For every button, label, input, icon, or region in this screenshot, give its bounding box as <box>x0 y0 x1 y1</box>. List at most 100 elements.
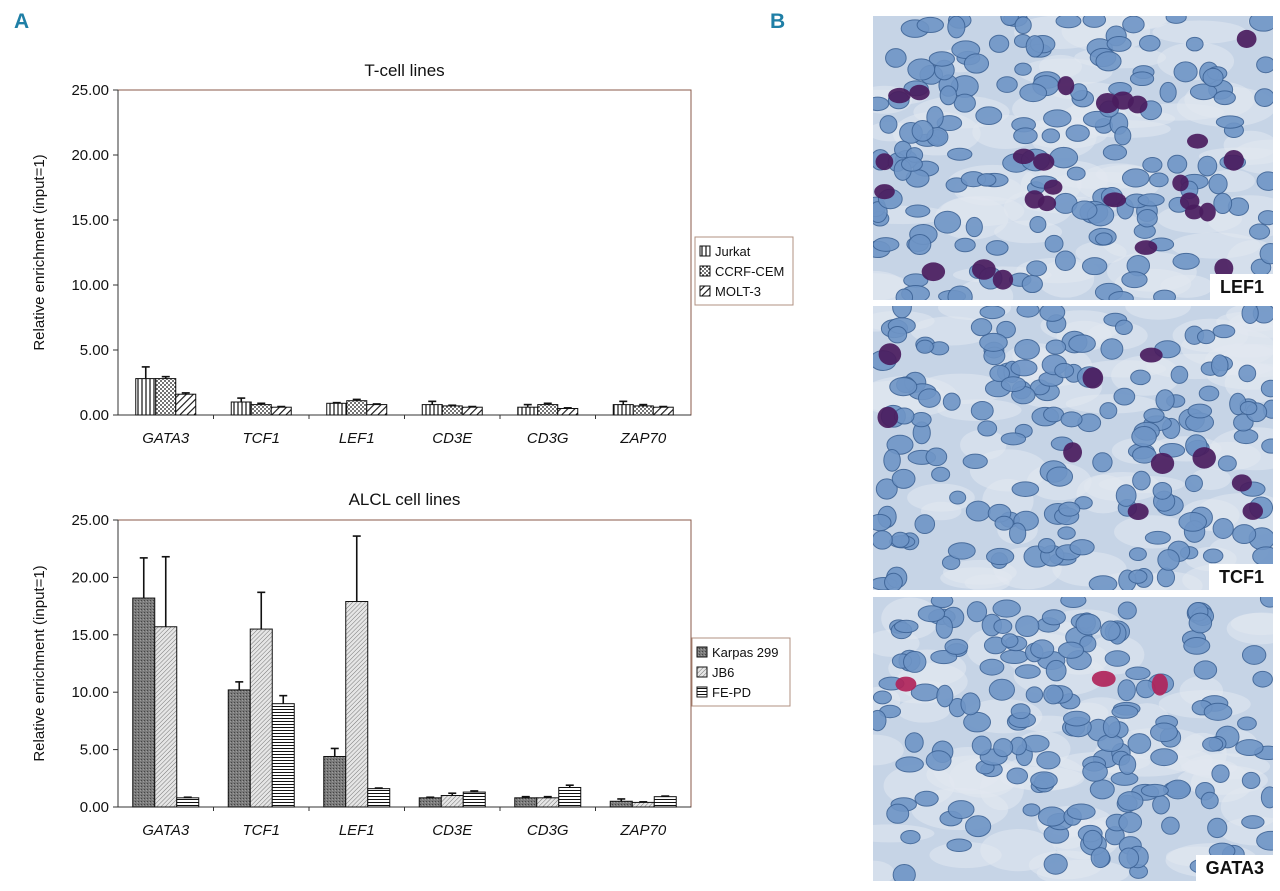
nucleus <box>1041 609 1066 626</box>
legend-label: MOLT-3 <box>715 284 761 299</box>
nucleus <box>1202 548 1224 564</box>
nucleus <box>1212 518 1234 539</box>
bar <box>631 801 655 808</box>
x-tick-label: CD3E <box>432 430 473 447</box>
bar <box>366 404 388 416</box>
nucleus <box>947 542 976 560</box>
nucleus <box>914 790 939 807</box>
nucleus <box>947 147 973 161</box>
nucleus <box>1241 771 1261 790</box>
nucleus <box>1256 830 1273 851</box>
nucleus <box>939 85 958 106</box>
stained-nucleus <box>1103 192 1127 208</box>
bar <box>441 405 463 416</box>
nucleus <box>1117 679 1136 702</box>
nucleus <box>1075 613 1102 636</box>
y-tick-label: 25.00 <box>71 82 109 99</box>
nucleus <box>1095 51 1122 72</box>
x-tick-label: GATA3 <box>142 430 190 447</box>
nucleus <box>1054 362 1075 379</box>
nucleus <box>1207 817 1228 839</box>
nucleus <box>1069 539 1095 556</box>
nucleus <box>1029 215 1047 234</box>
x-tick-label: GATA3 <box>142 822 190 839</box>
nucleus <box>1055 16 1082 29</box>
nucleus <box>1092 452 1113 473</box>
nucleus <box>1060 411 1083 428</box>
nucleus <box>905 204 931 218</box>
nucleus <box>1025 35 1044 58</box>
x-tick-label: LEF1 <box>339 822 375 839</box>
nucleus <box>889 377 918 397</box>
stroma-patch <box>1226 612 1273 645</box>
nucleus <box>1036 751 1061 770</box>
legend-swatch <box>696 666 708 678</box>
bar <box>346 400 368 416</box>
nucleus <box>1082 761 1108 782</box>
legend-label: Karpas 299 <box>712 645 779 660</box>
nucleus <box>1149 172 1169 188</box>
y-tick-label: 15.00 <box>71 627 109 644</box>
y-tick-label: 0.00 <box>80 799 109 816</box>
nucleus <box>1202 736 1224 752</box>
y-tick-label: 25.00 <box>71 512 109 529</box>
bar <box>557 408 579 416</box>
nucleus <box>1178 511 1208 532</box>
nucleus <box>1233 428 1259 445</box>
stroma-patch <box>969 449 1048 492</box>
micrograph-tcf1: TCF1 <box>873 306 1273 590</box>
bar <box>612 404 634 416</box>
nucleus <box>1212 324 1236 339</box>
nucleus <box>1016 306 1040 318</box>
nucleus <box>1142 156 1163 173</box>
plot-frame <box>117 519 692 808</box>
nucleus <box>886 803 910 824</box>
bar <box>230 401 252 416</box>
stained-nucleus <box>921 262 946 282</box>
stained-nucleus <box>1091 670 1116 687</box>
nucleus <box>1161 816 1180 835</box>
nucleus <box>1010 703 1031 720</box>
nucleus <box>1095 232 1113 246</box>
stroma-patch <box>897 697 951 723</box>
nucleus <box>1260 786 1273 809</box>
nucleus <box>873 530 893 550</box>
nucleus <box>1185 36 1204 52</box>
panel-a-letter: A <box>14 10 30 33</box>
stained-nucleus <box>1033 153 1055 171</box>
nucleus <box>1256 56 1273 74</box>
y-axis-label: Relative enrichment (input=1) <box>31 154 48 350</box>
nucleus <box>962 453 988 470</box>
bar <box>653 796 677 808</box>
stained-nucleus <box>1187 133 1209 149</box>
nucleus <box>1000 432 1027 446</box>
nucleus <box>1200 791 1219 810</box>
nucleus <box>1039 306 1066 322</box>
micrograph-gata3-label: GATA3 <box>1195 855 1273 881</box>
nucleus <box>965 216 983 238</box>
nucleus <box>947 800 975 819</box>
nucleus <box>1011 481 1040 497</box>
nucleus <box>930 597 954 609</box>
nucleus <box>1102 144 1128 161</box>
nucleus <box>1257 210 1273 226</box>
nucleus <box>1115 484 1137 507</box>
nucleus <box>1157 549 1180 571</box>
nucleus <box>1189 83 1218 101</box>
stained-nucleus <box>992 269 1014 290</box>
nucleus <box>1127 733 1152 754</box>
bar <box>154 626 178 808</box>
nucleus <box>1217 455 1237 472</box>
nucleus <box>1045 339 1067 355</box>
y-tick-label: 5.00 <box>80 742 109 759</box>
nucleus <box>985 240 1009 256</box>
nucleus <box>1045 659 1067 682</box>
stained-nucleus <box>1112 91 1134 110</box>
nucleus <box>1090 847 1111 869</box>
stained-nucleus <box>1043 179 1063 195</box>
nucleus <box>963 53 990 74</box>
nucleus <box>1046 466 1074 487</box>
y-axis-label: Relative enrichment (input=1) <box>31 565 48 761</box>
nucleus <box>988 34 1010 53</box>
nucleus <box>988 678 1015 701</box>
